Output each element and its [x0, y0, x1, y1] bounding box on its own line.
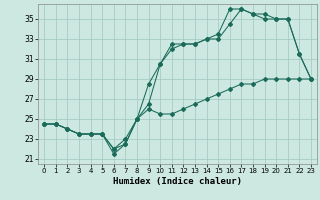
X-axis label: Humidex (Indice chaleur): Humidex (Indice chaleur): [113, 177, 242, 186]
